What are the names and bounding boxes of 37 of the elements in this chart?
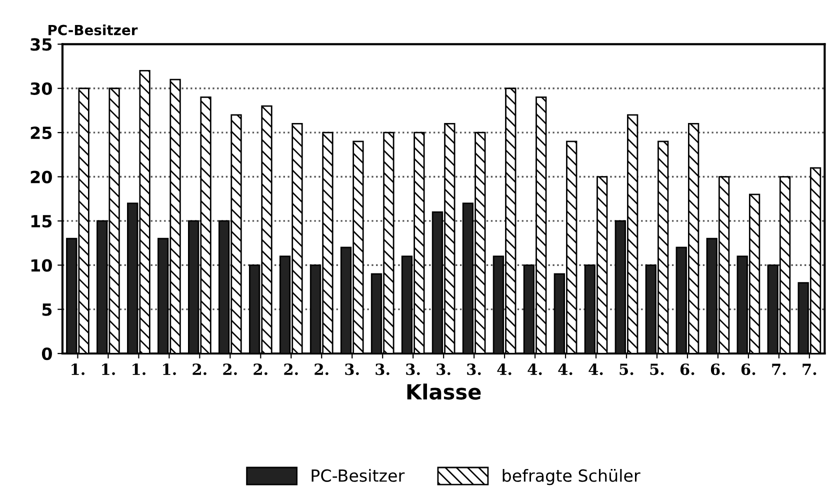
x-axis-title: Klasse [407, 384, 481, 400]
x-tick-label: 1. [102, 364, 115, 376]
x-tick-label: 1. [132, 364, 146, 376]
x-tick-label: 3. [436, 364, 450, 376]
x-tick-label: 2. [284, 364, 298, 376]
y-tick-label: 35 [30, 38, 52, 51]
x-tick-label: 2. [314, 364, 328, 376]
y-tick-label: 0 [42, 347, 52, 360]
legend-label: befragte Schüler [502, 469, 640, 486]
x-tick-label: 4. [558, 364, 572, 376]
x-tick-label: 6. [741, 364, 756, 376]
x-tick-label: 6. [680, 364, 694, 376]
x-tick-label: 1. [72, 364, 84, 376]
x-tick-label: 2. [254, 364, 268, 376]
x-tick-label: 5. [620, 364, 634, 376]
y-tick-label: 25 [30, 126, 52, 140]
x-tick-label: 4. [588, 364, 603, 376]
legend-label: PC-Besitzer [312, 469, 405, 482]
y-tick-label: 30 [30, 82, 52, 95]
x-tick-label: 2. [223, 364, 237, 376]
x-tick-label: 7. [772, 364, 786, 376]
y-tick-label: 10 [31, 259, 52, 272]
x-tick-label: 3. [376, 364, 390, 376]
x-tick-label: 5. [650, 364, 664, 376]
x-tick-label: 4. [497, 364, 512, 376]
x-tick-label: 4. [528, 364, 542, 376]
x-tick-label: 1. [163, 364, 176, 376]
x-tick-label: 3. [345, 364, 359, 376]
y-axis-title: PC-Besitzer [48, 24, 138, 36]
x-tick-label: 6. [710, 364, 725, 376]
y-tick-label: 5 [42, 304, 52, 316]
y-tick-label: 20 [30, 170, 52, 184]
x-tick-label: 3. [406, 364, 420, 376]
x-tick-label: 7. [802, 364, 816, 376]
x-tick-label: 3. [467, 364, 481, 376]
x-tick-label: 2. [192, 364, 206, 376]
y-tick-label: 15 [31, 215, 52, 228]
